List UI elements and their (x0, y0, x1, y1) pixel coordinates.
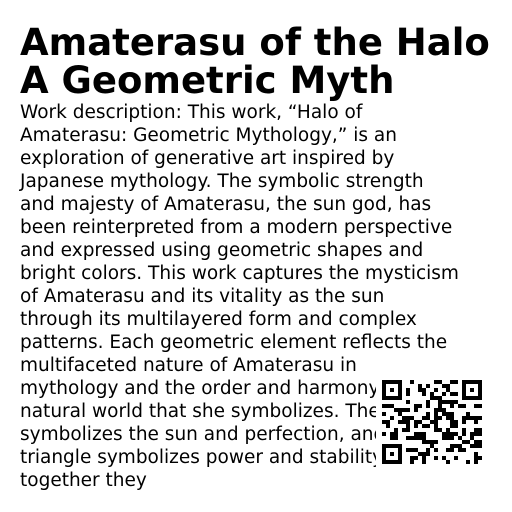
artwork-title: Amaterasu of the Halo A Geometric Myth (20, 21, 490, 102)
qr-code (376, 376, 488, 468)
qr-code-icon (382, 380, 482, 464)
artwork-description: Work description: This work, “Halo of Am… (20, 102, 459, 491)
